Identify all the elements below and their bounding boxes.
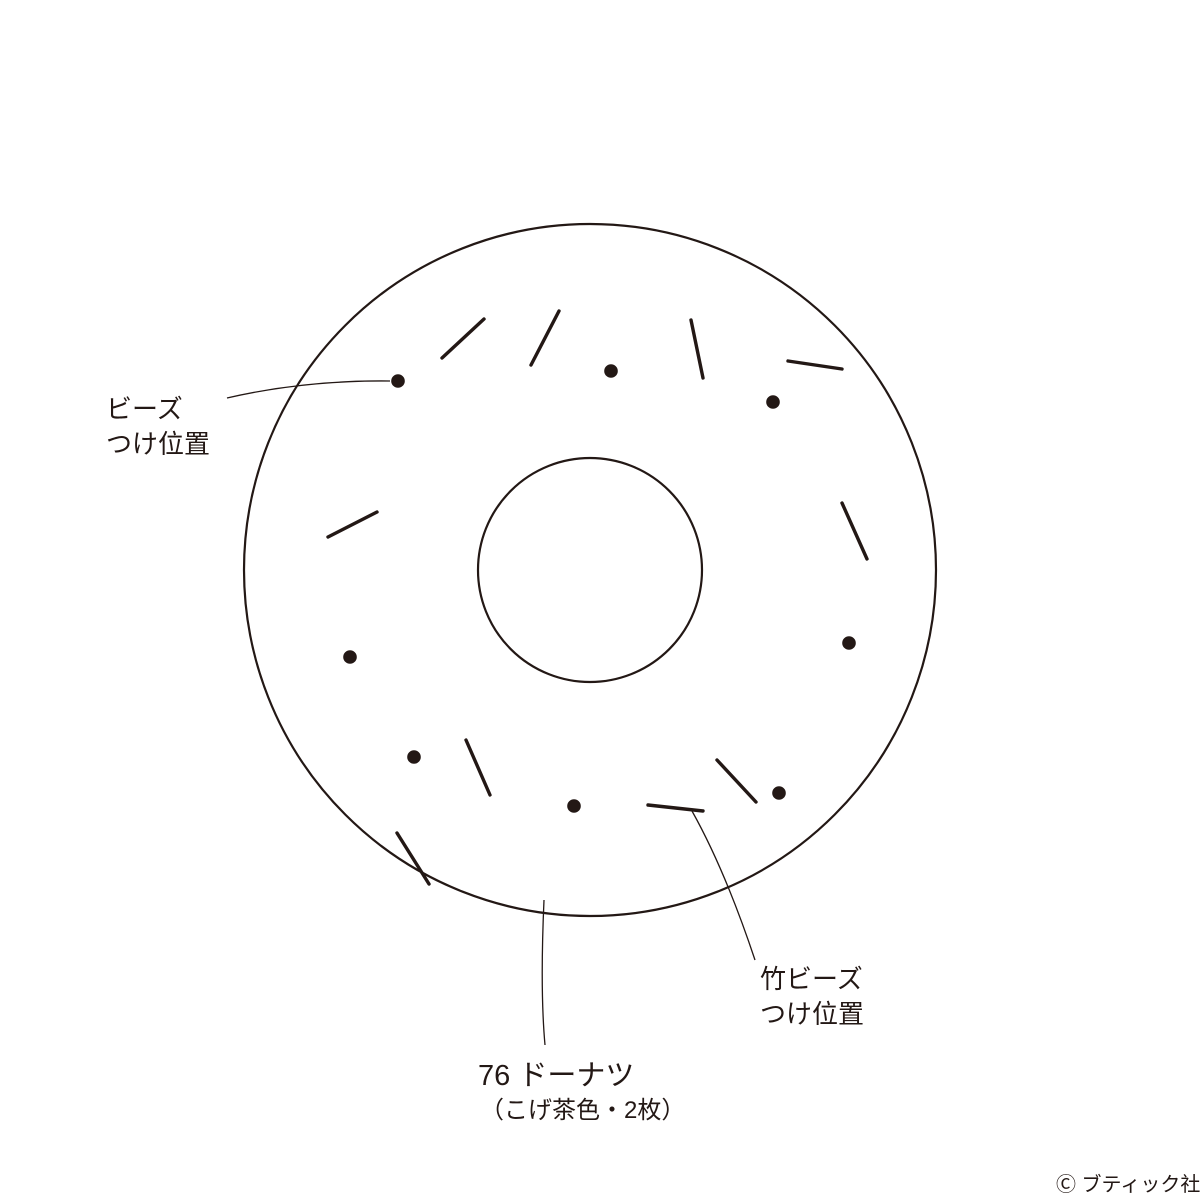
leader-line (227, 381, 390, 398)
pattern-subtitle: （こげ茶色・2枚） (480, 1095, 685, 1127)
bead-dot (567, 799, 581, 813)
leader-line (692, 811, 755, 960)
bead-dot (343, 650, 357, 664)
tube-beads-position-label: 竹ビーズ つけ位置 (760, 962, 864, 1032)
sprinkle-dash (842, 503, 867, 559)
donut-outer-circle (244, 224, 936, 916)
bead-dot (766, 395, 780, 409)
bead-dot (842, 636, 856, 650)
bead-dot (772, 786, 786, 800)
bead-dot (407, 750, 421, 764)
sprinkle-dash (788, 361, 842, 369)
copyright-text: Ⓒ ブティック社 (1056, 1172, 1200, 1199)
tube-label-line2: つけ位置 (760, 999, 864, 1029)
sprinkle-dash (717, 760, 756, 802)
diagram-svg (0, 0, 1200, 1200)
leader-line (542, 900, 545, 1045)
bead-dot (391, 374, 405, 388)
donut-inner-circle (478, 458, 702, 682)
bead-dot (604, 364, 618, 378)
sprinkle-dash (397, 833, 429, 884)
sprinkle-dash (691, 320, 703, 378)
sprinkle-dash (648, 805, 703, 811)
beads-label-line1: ビーズ (106, 394, 183, 424)
sprinkle-dash (328, 512, 377, 537)
sprinkle-dash (442, 319, 484, 358)
sprinkle-dash (466, 740, 490, 795)
sprinkle-dash (531, 311, 559, 365)
tube-label-line1: 竹ビーズ (760, 964, 863, 994)
beads-position-label: ビーズ つけ位置 (106, 392, 210, 462)
pattern-title: 76 ドーナツ (478, 1057, 634, 1096)
beads-label-line2: つけ位置 (106, 429, 210, 459)
